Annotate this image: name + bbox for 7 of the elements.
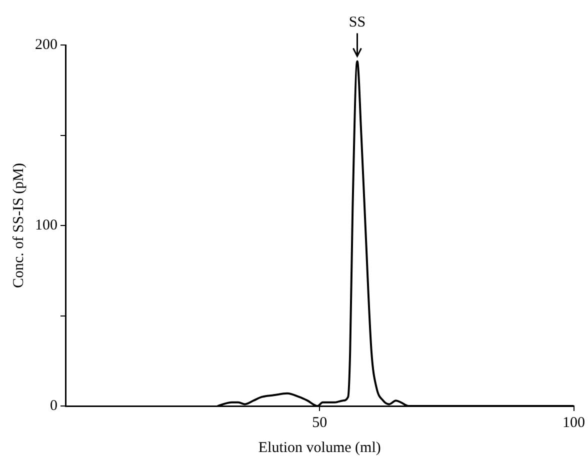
y-tick-label: 0 xyxy=(50,398,58,414)
y-tick-label: 200 xyxy=(35,36,58,53)
y-tick-label: 100 xyxy=(35,217,58,234)
y-axis-title: Conc. of SS-IS (pM) xyxy=(10,162,27,288)
x-tick-label: 50 xyxy=(312,414,328,431)
x-axis-title: Elution volume (ml) xyxy=(258,440,381,456)
annotation: SS xyxy=(348,14,366,31)
